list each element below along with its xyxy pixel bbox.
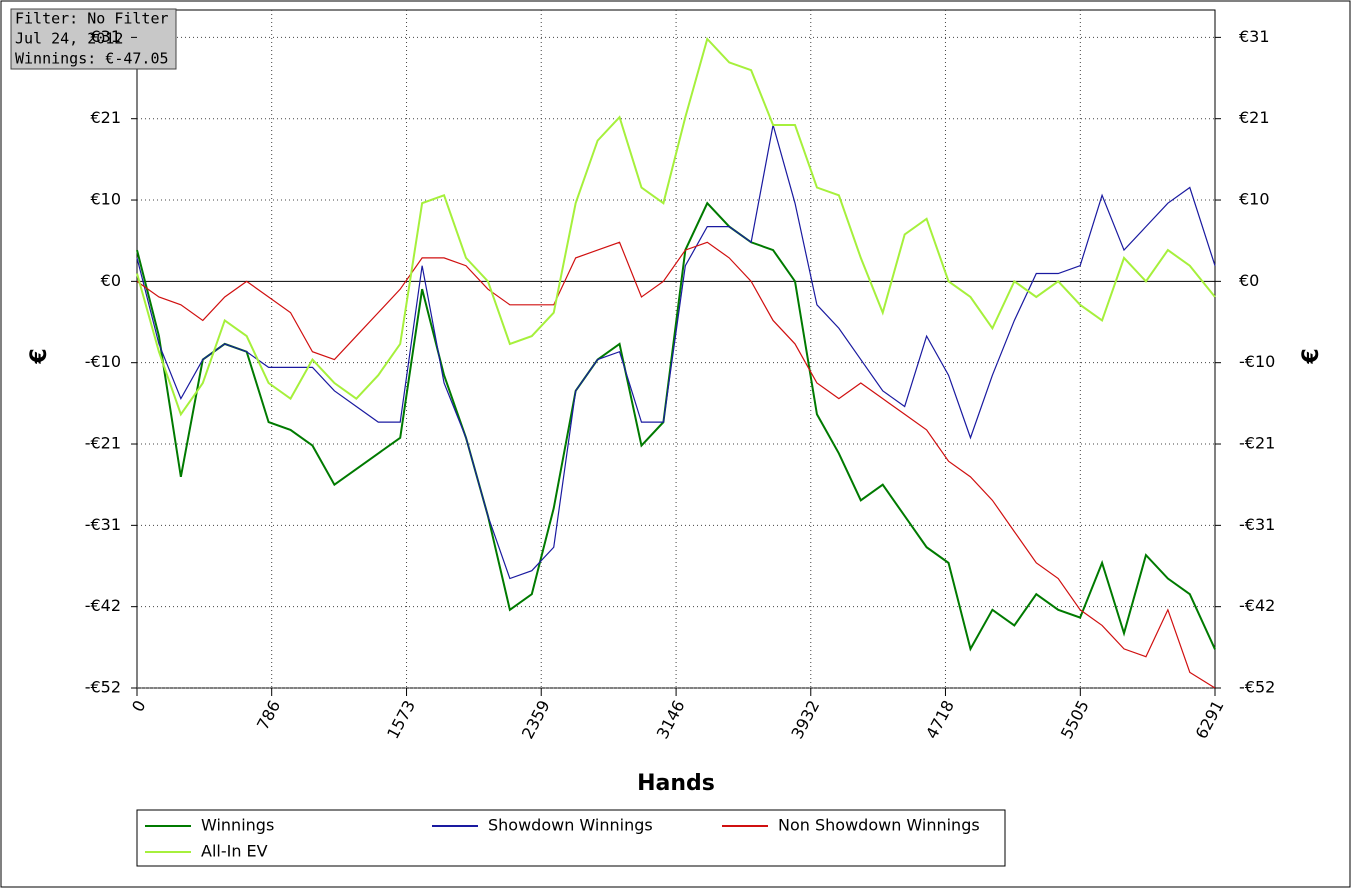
series-line — [136, 241, 1216, 689]
y-tick-label: €10 — [90, 190, 121, 209]
y2-tick-label: €21 — [1239, 108, 1270, 127]
legend-label: Winnings — [201, 816, 274, 835]
legend-label: Non Showdown Winnings — [778, 816, 980, 835]
y-tick-label: €21 — [90, 108, 121, 127]
y-tick-label: -€21 — [85, 434, 121, 453]
y2-tick-label: -€21 — [1239, 434, 1275, 453]
series-line — [136, 201, 1216, 652]
y-tick-label: -€42 — [85, 596, 121, 615]
y2-axis-label: € — [1299, 348, 1324, 364]
plot — [136, 10, 1216, 689]
overlay-line: Filter: No Filter — [15, 10, 169, 28]
y2-tick-label: -€42 — [1239, 596, 1275, 615]
y-axis-label: € — [27, 348, 52, 364]
overlay-box — [10, 8, 177, 70]
y2-tick-label: -€10 — [1239, 352, 1275, 371]
y2-tick-label: €31 — [1239, 27, 1270, 46]
y2-tick-label: €0 — [1239, 271, 1259, 290]
y2-tick-label: €10 — [1239, 190, 1270, 209]
x-axis-label: Hands — [637, 771, 715, 796]
overlay-line: Winnings: €-47.05 — [15, 50, 169, 68]
y-tick-label: -€52 — [85, 678, 121, 697]
legend-label: Showdown Winnings — [488, 816, 653, 835]
y-tick-label: €0 — [101, 271, 121, 290]
series-line — [136, 124, 1216, 580]
overlay-line: Jul 24, 2012 — [15, 30, 123, 48]
y-tick-label: €31 — [90, 27, 121, 46]
legend — [136, 809, 1006, 867]
y2-tick-label: -€52 — [1239, 678, 1275, 697]
y2-tick-label: -€31 — [1239, 515, 1275, 534]
legend-label: All-In EV — [201, 842, 268, 861]
y-tick-label: -€10 — [85, 352, 121, 371]
series-line — [136, 36, 1216, 417]
y-tick-label: -€31 — [85, 515, 121, 534]
